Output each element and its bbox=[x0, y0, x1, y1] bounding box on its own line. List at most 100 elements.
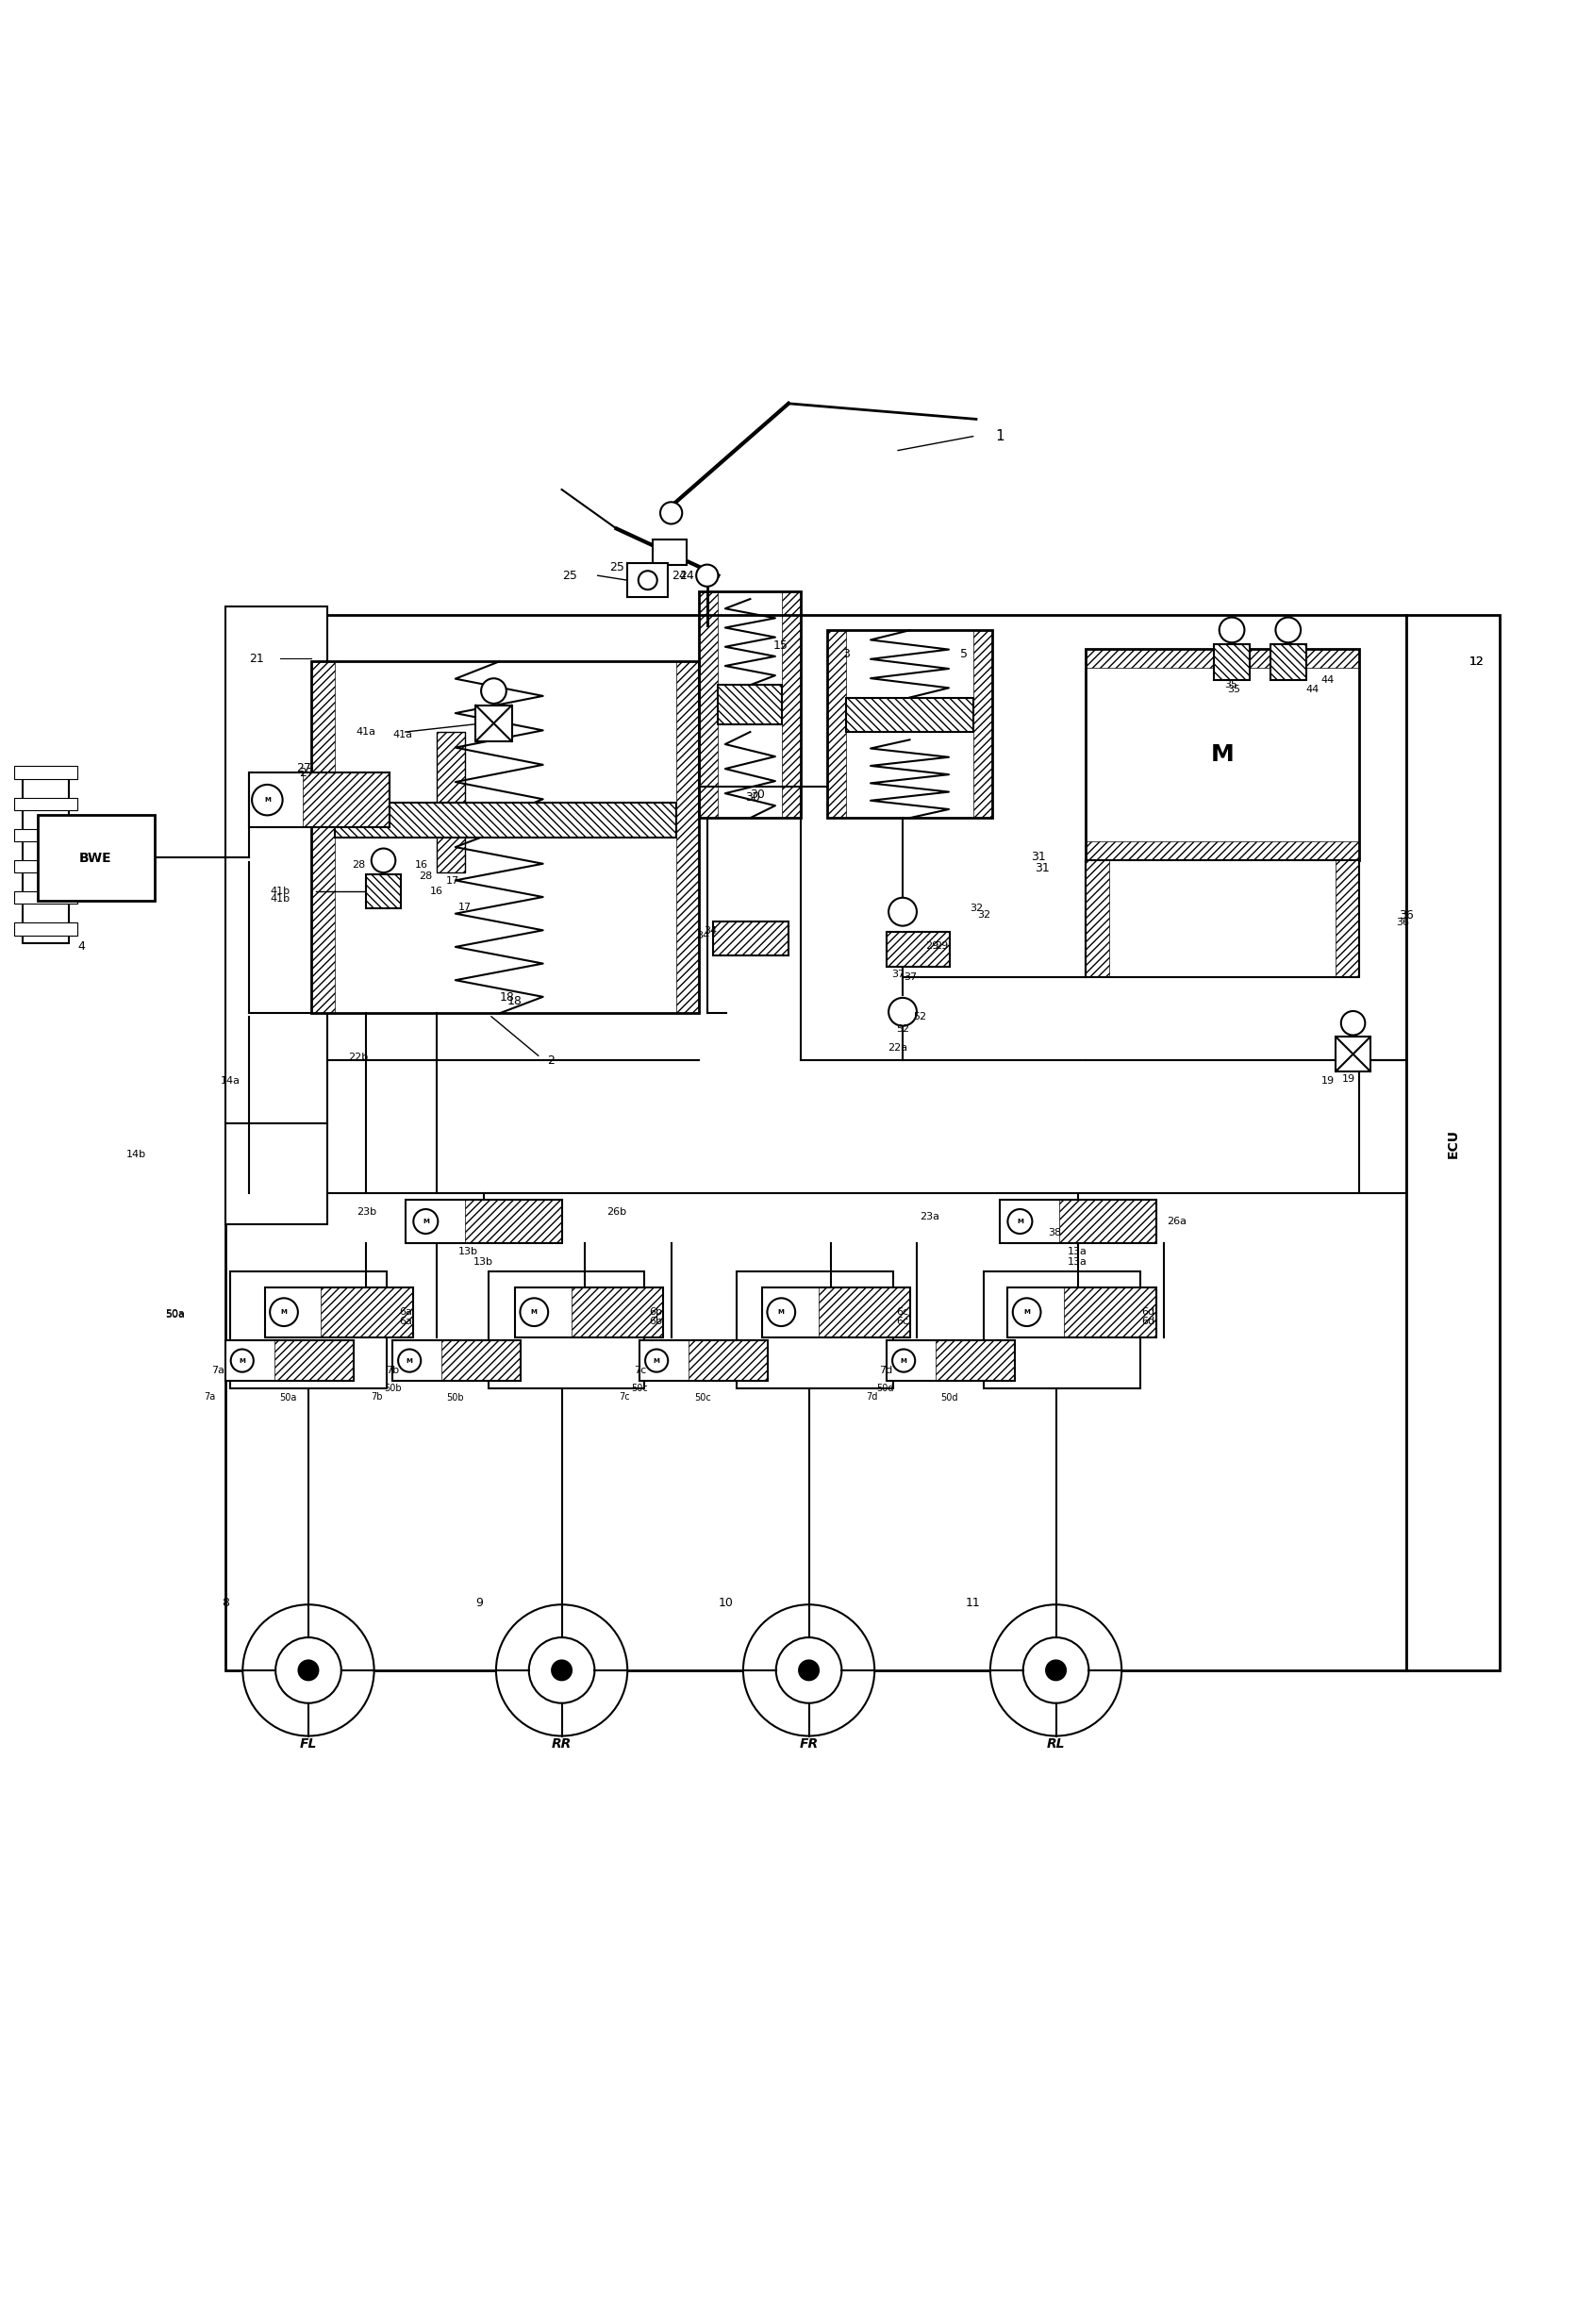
Text: 34: 34 bbox=[703, 925, 718, 934]
Text: 50a: 50a bbox=[279, 1394, 296, 1404]
Bar bbox=[489, 1271, 645, 1390]
Text: 6b: 6b bbox=[650, 1318, 662, 1327]
Bar bbox=[1214, 644, 1251, 681]
Bar bbox=[303, 772, 390, 827]
Bar bbox=[312, 662, 699, 1013]
Bar bbox=[14, 892, 77, 904]
Text: 6c: 6c bbox=[896, 1318, 908, 1327]
Bar bbox=[1085, 860, 1359, 978]
Text: 36: 36 bbox=[1399, 909, 1413, 920]
Text: 38: 38 bbox=[1047, 1227, 1061, 1236]
Text: 19: 19 bbox=[1342, 1074, 1355, 1083]
Circle shape bbox=[397, 1350, 421, 1371]
Text: 12: 12 bbox=[1470, 655, 1484, 667]
Text: FR: FR bbox=[800, 1736, 818, 1750]
Text: 18: 18 bbox=[500, 992, 514, 1004]
Circle shape bbox=[230, 1350, 254, 1371]
Text: 44: 44 bbox=[1322, 676, 1334, 686]
Text: 7b: 7b bbox=[371, 1392, 383, 1401]
Bar bbox=[334, 804, 677, 837]
Bar bbox=[713, 920, 788, 955]
Text: M: M bbox=[653, 1357, 659, 1364]
Circle shape bbox=[497, 1604, 628, 1736]
Text: M: M bbox=[281, 1308, 287, 1315]
Text: 14b: 14b bbox=[126, 1150, 147, 1160]
Bar bbox=[762, 1287, 910, 1336]
Text: 50c: 50c bbox=[694, 1394, 711, 1404]
Text: 13b: 13b bbox=[457, 1246, 478, 1255]
Circle shape bbox=[1046, 1659, 1066, 1680]
Bar bbox=[677, 662, 699, 1013]
Text: 50d: 50d bbox=[941, 1394, 959, 1404]
Bar bbox=[628, 562, 669, 597]
Bar bbox=[1269, 644, 1306, 681]
Text: RL: RL bbox=[1047, 1736, 1064, 1750]
Text: 13b: 13b bbox=[473, 1257, 494, 1267]
Circle shape bbox=[768, 1299, 795, 1327]
Text: 1: 1 bbox=[995, 430, 1005, 444]
Bar bbox=[1407, 614, 1500, 1671]
Circle shape bbox=[528, 1638, 595, 1703]
Bar bbox=[437, 732, 465, 874]
Bar bbox=[465, 1199, 561, 1243]
Bar bbox=[935, 1341, 1016, 1380]
Text: M: M bbox=[407, 1357, 413, 1364]
Bar bbox=[226, 1341, 353, 1380]
Text: 35: 35 bbox=[1227, 686, 1241, 695]
Text: 7c: 7c bbox=[618, 1392, 629, 1401]
Bar bbox=[437, 732, 465, 874]
Bar bbox=[14, 797, 77, 811]
Text: 6a: 6a bbox=[399, 1308, 412, 1318]
Bar bbox=[653, 539, 688, 565]
Text: 2: 2 bbox=[547, 1055, 555, 1067]
Text: 50a: 50a bbox=[166, 1308, 185, 1318]
Text: 7a: 7a bbox=[211, 1364, 224, 1376]
Text: 28: 28 bbox=[419, 872, 432, 881]
Text: 7b: 7b bbox=[386, 1364, 399, 1376]
Text: 41b: 41b bbox=[270, 895, 290, 904]
Text: 31: 31 bbox=[1031, 851, 1046, 862]
Text: 37: 37 bbox=[891, 969, 905, 978]
Bar bbox=[718, 686, 782, 725]
Circle shape bbox=[661, 502, 683, 523]
Bar bbox=[713, 920, 788, 955]
Bar bbox=[14, 860, 77, 874]
Circle shape bbox=[552, 1659, 571, 1680]
Bar bbox=[366, 874, 401, 909]
Bar bbox=[476, 706, 511, 741]
Text: 6d: 6d bbox=[1142, 1308, 1154, 1318]
Text: 25: 25 bbox=[609, 562, 624, 574]
Circle shape bbox=[276, 1638, 341, 1703]
Bar bbox=[14, 830, 77, 841]
Text: 36: 36 bbox=[1397, 918, 1410, 927]
Circle shape bbox=[990, 1604, 1121, 1736]
Bar bbox=[1269, 644, 1306, 681]
Bar bbox=[886, 932, 949, 967]
Text: 31: 31 bbox=[1035, 862, 1049, 874]
Bar bbox=[334, 804, 677, 837]
Text: 6c: 6c bbox=[896, 1308, 908, 1318]
Text: 9: 9 bbox=[475, 1597, 483, 1608]
Text: M: M bbox=[240, 1357, 246, 1364]
Bar bbox=[312, 662, 334, 1013]
Text: 24: 24 bbox=[680, 569, 694, 581]
Text: 18: 18 bbox=[508, 995, 522, 1006]
Text: 6b: 6b bbox=[650, 1308, 662, 1318]
Bar bbox=[1085, 648, 1359, 860]
Text: 11: 11 bbox=[965, 1597, 981, 1608]
Circle shape bbox=[743, 1604, 875, 1736]
Text: 14a: 14a bbox=[221, 1076, 240, 1085]
Bar bbox=[886, 932, 949, 967]
Text: 22b: 22b bbox=[349, 1053, 369, 1062]
Bar bbox=[736, 1271, 893, 1390]
Bar bbox=[393, 1341, 520, 1380]
Bar bbox=[886, 1341, 1016, 1380]
Bar bbox=[274, 1341, 353, 1380]
Text: 16: 16 bbox=[415, 860, 427, 869]
Text: M: M bbox=[263, 797, 271, 802]
Text: 30: 30 bbox=[744, 792, 760, 804]
Text: 13a: 13a bbox=[1068, 1246, 1088, 1255]
Bar bbox=[699, 590, 718, 818]
Text: M: M bbox=[777, 1308, 784, 1315]
Text: 50a: 50a bbox=[166, 1311, 185, 1320]
